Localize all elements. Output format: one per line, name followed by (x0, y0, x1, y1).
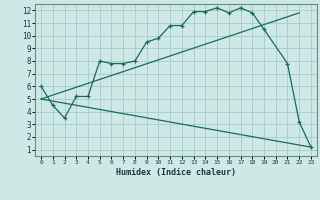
X-axis label: Humidex (Indice chaleur): Humidex (Indice chaleur) (116, 168, 236, 177)
